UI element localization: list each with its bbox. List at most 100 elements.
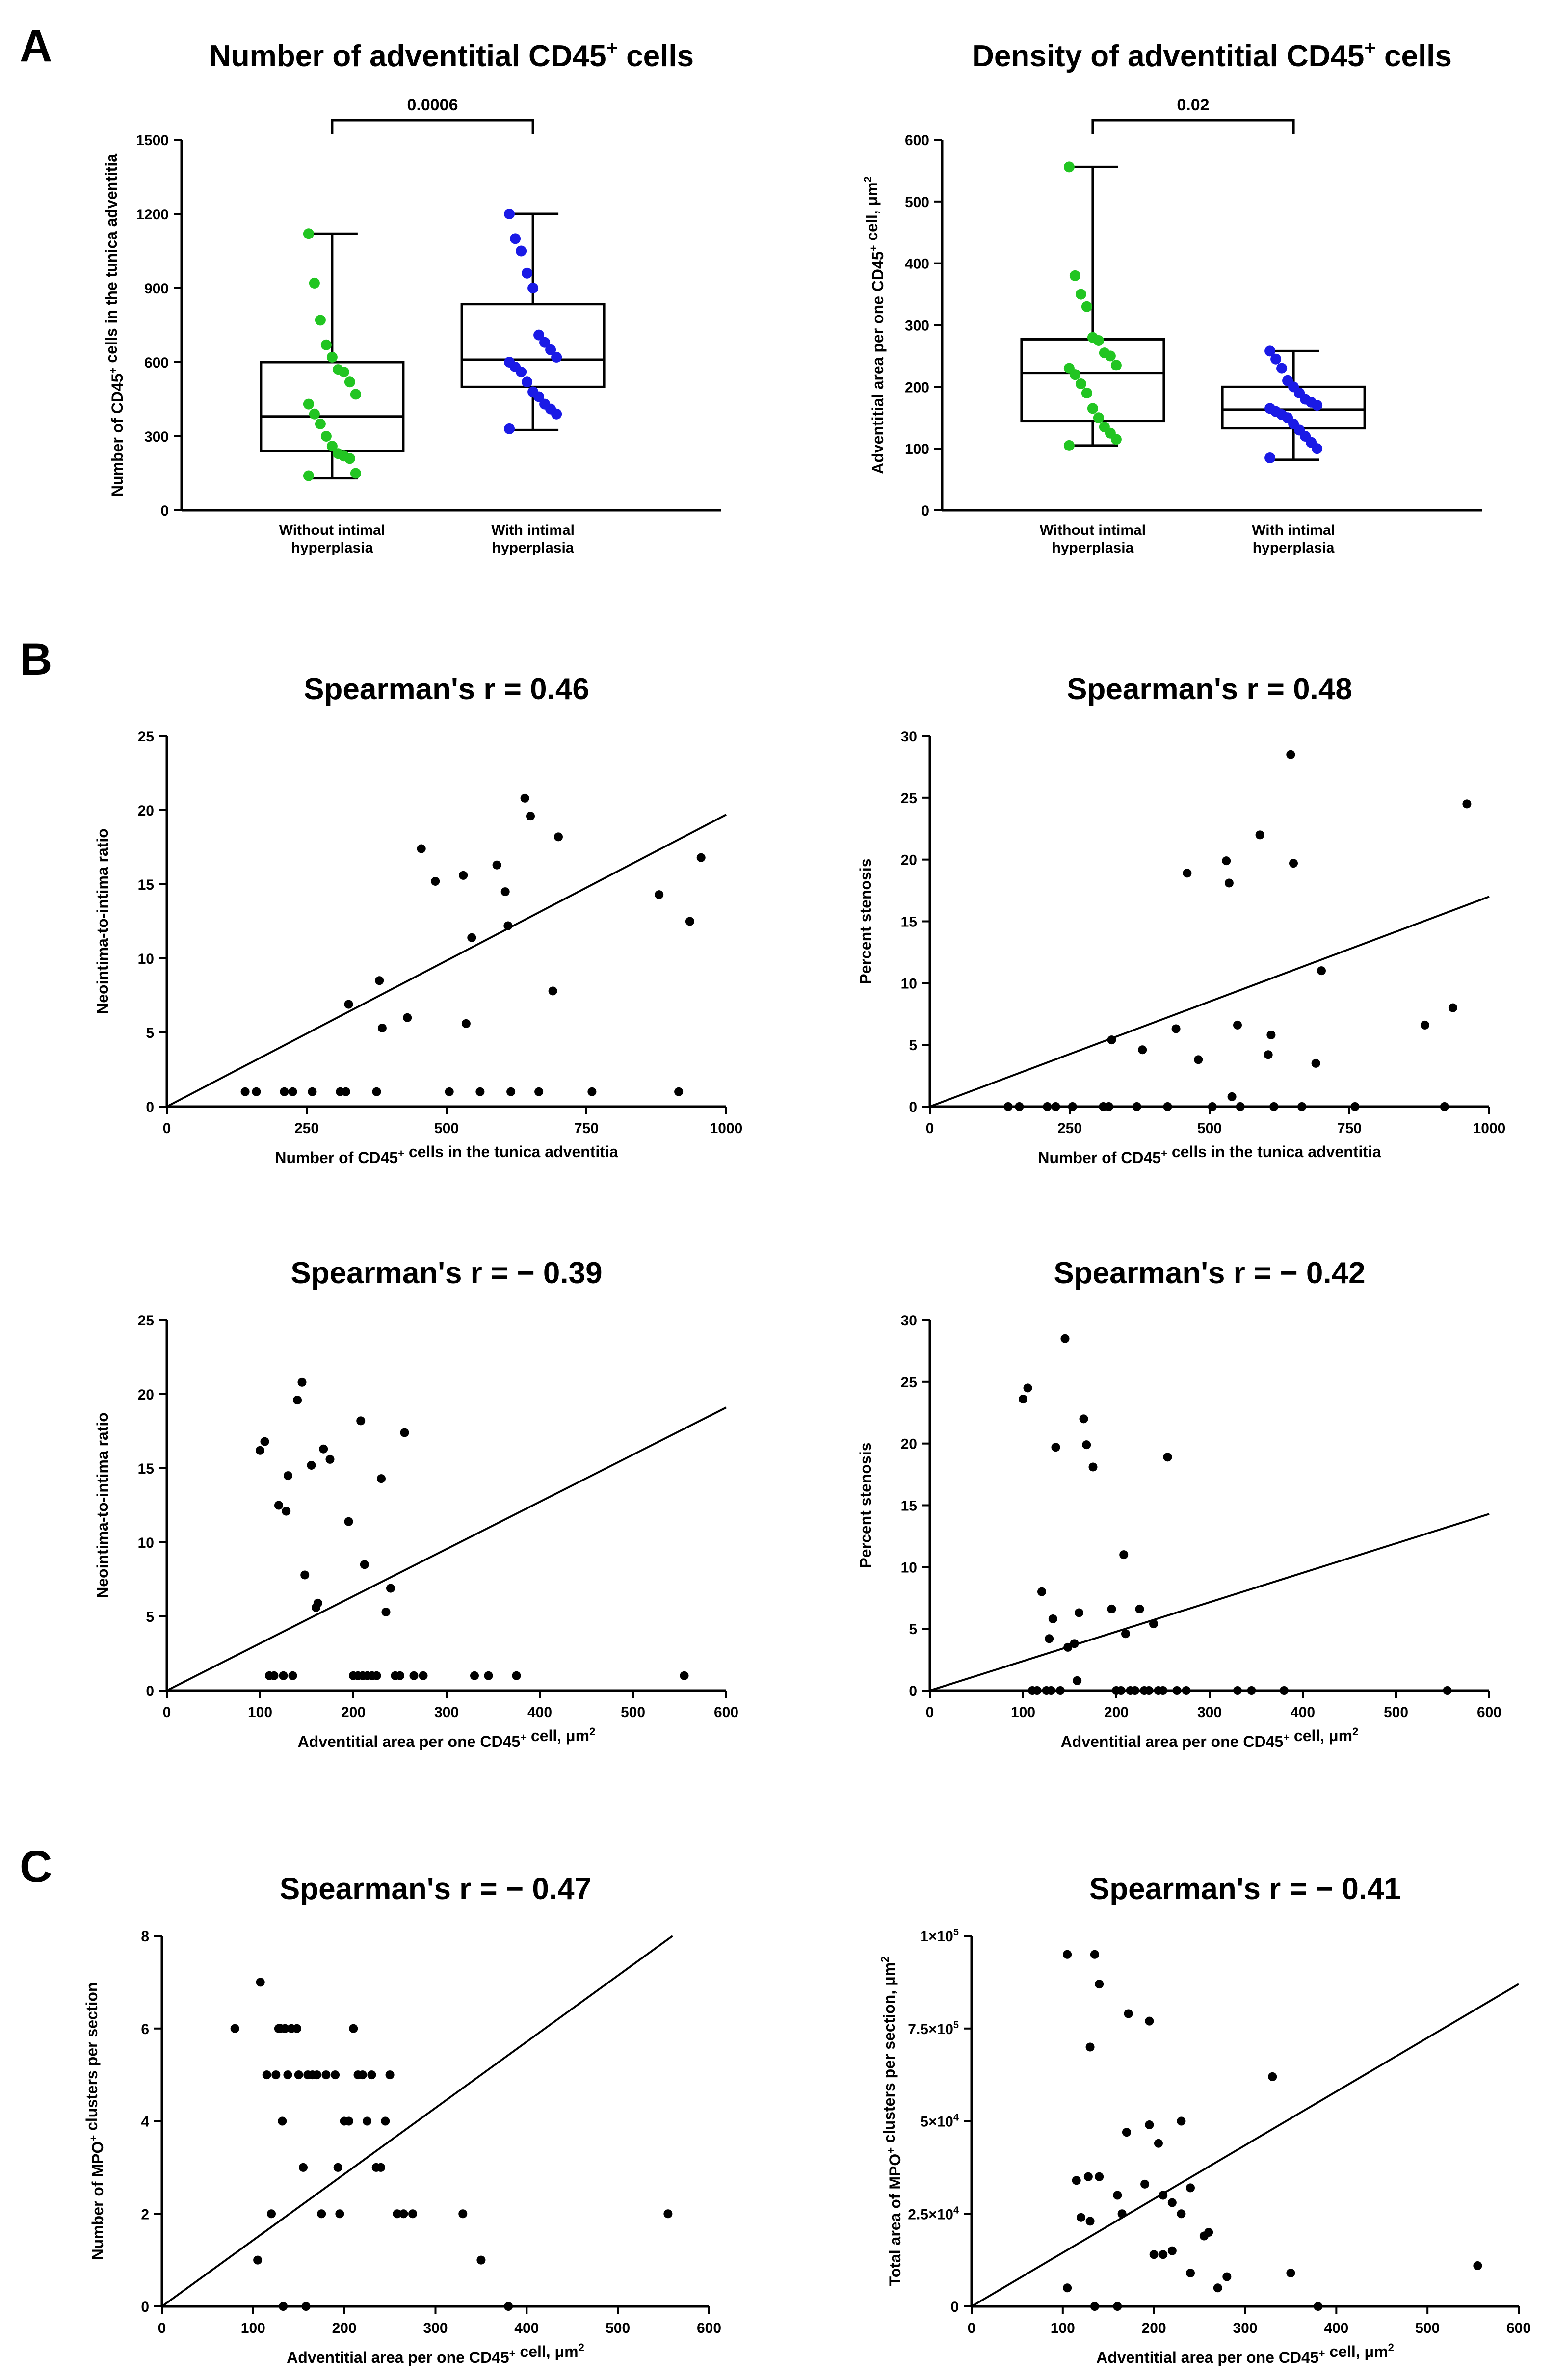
data-point bbox=[1063, 2283, 1072, 2293]
data-point bbox=[1286, 2269, 1295, 2278]
x-tick-label: 0 bbox=[926, 1704, 934, 1720]
data-point bbox=[1075, 1608, 1083, 1617]
data-point bbox=[288, 1087, 297, 1096]
data-point bbox=[1443, 1686, 1452, 1695]
data-point bbox=[1213, 2283, 1222, 2293]
y-tick-label: 20 bbox=[138, 1387, 154, 1403]
category-label: With intimal bbox=[1252, 522, 1335, 538]
data-point bbox=[1077, 2213, 1085, 2222]
data-point bbox=[526, 812, 535, 821]
panel-label-a: A bbox=[20, 21, 52, 71]
data-point bbox=[1107, 1604, 1116, 1613]
data-point bbox=[1095, 2172, 1104, 2181]
y-tick-label: 25 bbox=[901, 1375, 917, 1391]
data-point bbox=[1122, 2128, 1131, 2137]
data-point bbox=[470, 1671, 479, 1680]
data-point bbox=[1045, 1634, 1054, 1643]
data-point bbox=[504, 209, 515, 219]
iqr-box bbox=[460, 303, 606, 388]
significance-bracket bbox=[1091, 119, 1295, 134]
data-point bbox=[313, 1598, 322, 1608]
data-point bbox=[1194, 1055, 1203, 1064]
data-point bbox=[240, 1087, 250, 1096]
y-tick-label: 5 bbox=[146, 1025, 154, 1041]
x-tick-label: 0 bbox=[968, 2320, 976, 2336]
data-point bbox=[301, 2302, 311, 2311]
data-point bbox=[344, 376, 355, 388]
data-point bbox=[1473, 2261, 1482, 2270]
data-point bbox=[1163, 1102, 1172, 1111]
data-point bbox=[1311, 1058, 1320, 1068]
data-point bbox=[320, 431, 332, 442]
chart-b1: Spearman's r = 0.46 0 5 10 15 20 25 Neointima-t… bbox=[94, 672, 742, 1166]
data-point bbox=[1113, 2191, 1122, 2200]
iqr-box bbox=[260, 361, 405, 452]
data-point bbox=[1063, 1950, 1072, 1959]
data-point bbox=[1023, 1383, 1032, 1393]
data-point bbox=[1448, 1003, 1457, 1012]
data-point bbox=[534, 1087, 544, 1096]
y-tick-label: 5 bbox=[146, 1609, 154, 1625]
data-point bbox=[1182, 1686, 1191, 1695]
regression-line bbox=[166, 1406, 727, 1692]
x-tick-label: 300 bbox=[1233, 2320, 1257, 2336]
data-point bbox=[360, 1560, 369, 1569]
x-tick-label: 300 bbox=[423, 2320, 448, 2336]
data-point bbox=[280, 2024, 290, 2033]
chart-b3: Spearman's r = − 0.39 0 5 10 15 20 25 Neointima… bbox=[94, 1256, 738, 1750]
regression-line bbox=[161, 1935, 673, 2307]
data-point bbox=[320, 339, 332, 350]
y-tick-label: 0 bbox=[921, 503, 929, 519]
data-point bbox=[326, 351, 338, 363]
data-point bbox=[288, 1671, 297, 1680]
data-point bbox=[1269, 1102, 1279, 1111]
y-tick-label: 900 bbox=[144, 281, 169, 297]
data-point bbox=[1082, 1440, 1091, 1450]
data-point bbox=[475, 1087, 485, 1096]
data-point bbox=[341, 1087, 350, 1096]
chart-title: Spearman's r = − 0.39 bbox=[290, 1256, 602, 1290]
data-point bbox=[1224, 878, 1234, 888]
x-tick-label: 0 bbox=[163, 1704, 171, 1720]
data-point bbox=[333, 2163, 342, 2172]
data-point bbox=[309, 408, 320, 420]
y-tick-label: 1×105 bbox=[920, 1927, 959, 1945]
data-point bbox=[1266, 1031, 1276, 1040]
y-tick-label: 10 bbox=[901, 976, 917, 992]
y-tick-label: 5 bbox=[909, 1621, 917, 1638]
regression-line bbox=[971, 1983, 1520, 2307]
data-point bbox=[522, 267, 533, 279]
data-point bbox=[1075, 378, 1086, 390]
data-point bbox=[551, 408, 562, 420]
data-point bbox=[1124, 2009, 1133, 2018]
chart-title: Spearman's r = − 0.47 bbox=[280, 1872, 591, 1906]
data-point bbox=[533, 391, 545, 402]
data-point bbox=[312, 2070, 321, 2080]
data-point bbox=[274, 1501, 283, 1510]
y-tick-label: 0 bbox=[909, 1683, 917, 1699]
y-tick-label: 0 bbox=[950, 2299, 959, 2315]
data-point bbox=[554, 832, 563, 842]
data-point bbox=[1072, 2176, 1081, 2185]
data-point bbox=[492, 860, 501, 870]
y-tick-label: 300 bbox=[905, 318, 929, 334]
data-point bbox=[1204, 2228, 1213, 2237]
data-point bbox=[1088, 1462, 1098, 1472]
data-point bbox=[539, 337, 551, 348]
data-point bbox=[280, 1087, 289, 1096]
data-point bbox=[461, 1019, 471, 1028]
data-point bbox=[1032, 1686, 1042, 1695]
x-tick-label: 600 bbox=[1477, 1704, 1501, 1720]
y-tick-label: 30 bbox=[901, 1313, 917, 1329]
data-point bbox=[284, 1471, 292, 1481]
y-tick-label: 400 bbox=[905, 256, 929, 272]
x-tick-label: 200 bbox=[1142, 2320, 1166, 2336]
data-point bbox=[1276, 363, 1288, 374]
data-point bbox=[344, 2116, 353, 2126]
data-point bbox=[545, 344, 556, 355]
data-point bbox=[300, 1570, 310, 1580]
y-tick-label: 200 bbox=[905, 379, 929, 396]
y-tick-label: 10 bbox=[901, 1560, 917, 1576]
data-point bbox=[1149, 2250, 1159, 2259]
